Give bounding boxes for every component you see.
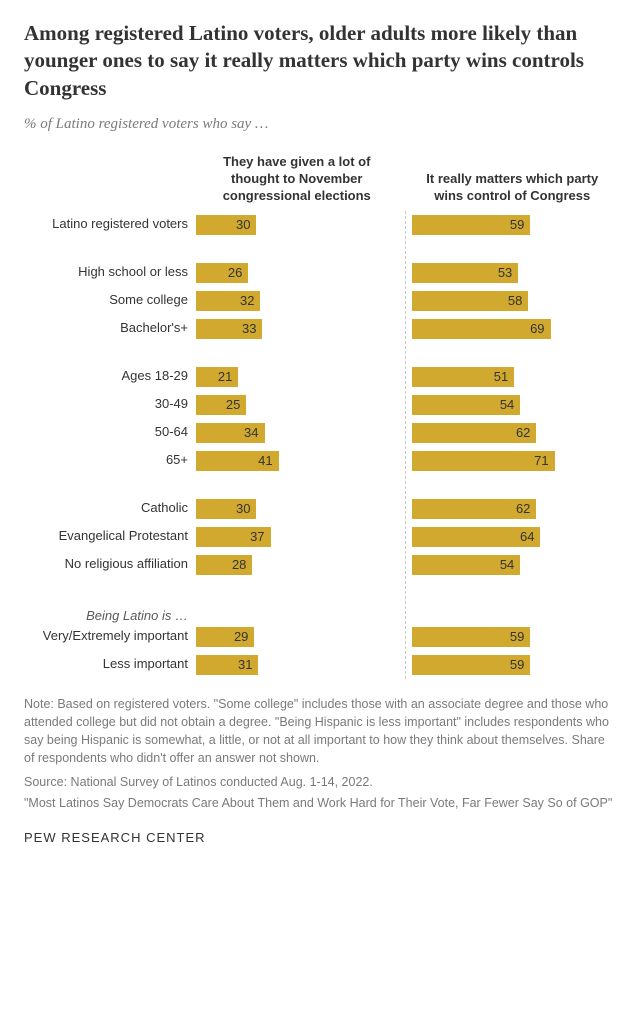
bar: 62 [412, 423, 537, 443]
bar: 41 [196, 451, 279, 471]
panel-divider [398, 151, 412, 679]
bar: 71 [412, 451, 555, 471]
bar: 34 [196, 423, 265, 443]
row-label: No religious affiliation [24, 557, 196, 572]
row-label: Evangelical Protestant [24, 529, 196, 544]
bar: 29 [196, 627, 254, 647]
quote-text: "Most Latinos Say Democrats Care About T… [24, 794, 613, 812]
row-label: High school or less [24, 265, 196, 280]
bar: 62 [412, 499, 537, 519]
bar: 21 [196, 367, 238, 387]
row-label: Some college [24, 293, 196, 308]
bar: 37 [196, 527, 271, 547]
bar: 51 [412, 367, 515, 387]
row-label: Bachelor's+ [24, 321, 196, 336]
bar: 53 [412, 263, 519, 283]
bar: 30 [196, 499, 256, 519]
bar: 25 [196, 395, 246, 415]
bar: 31 [196, 655, 258, 675]
footer-brand: PEW RESEARCH CENTER [24, 830, 613, 845]
bar: 54 [412, 555, 521, 575]
bar: 58 [412, 291, 529, 311]
bar: 59 [412, 215, 531, 235]
row-label: 65+ [24, 453, 196, 468]
bar: 59 [412, 655, 531, 675]
bar: 32 [196, 291, 260, 311]
bar: 26 [196, 263, 248, 283]
bar: 69 [412, 319, 551, 339]
panel-header-left: They have given a lot of thought to Nove… [196, 151, 398, 211]
bar: 30 [196, 215, 256, 235]
chart-area: Latino registered voters High school or l… [24, 151, 613, 679]
bar: 54 [412, 395, 521, 415]
row-label: Latino registered voters [24, 217, 196, 232]
panel-right: It really matters which party wins contr… [412, 151, 614, 679]
row-label: 50-64 [24, 425, 196, 440]
panel-left: They have given a lot of thought to Nove… [196, 151, 398, 679]
row-label: 30-49 [24, 397, 196, 412]
chart-subtitle: % of Latino registered voters who say … [24, 116, 613, 133]
bar: 59 [412, 627, 531, 647]
panels-wrap: They have given a lot of thought to Nove… [196, 151, 613, 679]
row-label: Ages 18-29 [24, 369, 196, 384]
panel-header-right: It really matters which party wins contr… [412, 151, 614, 211]
bar: 33 [196, 319, 262, 339]
group-heading: Being Latino is … [24, 599, 196, 623]
bar: 28 [196, 555, 252, 575]
source-text: Source: National Survey of Latinos condu… [24, 773, 613, 791]
row-label: Catholic [24, 501, 196, 516]
labels-column: Latino registered voters High school or l… [24, 151, 196, 679]
chart-title: Among registered Latino voters, older ad… [24, 20, 613, 102]
row-label: Very/Extremely important [24, 629, 196, 644]
row-label: Less important [24, 657, 196, 672]
bar: 64 [412, 527, 541, 547]
note-text: Note: Based on registered voters. "Some … [24, 695, 613, 768]
